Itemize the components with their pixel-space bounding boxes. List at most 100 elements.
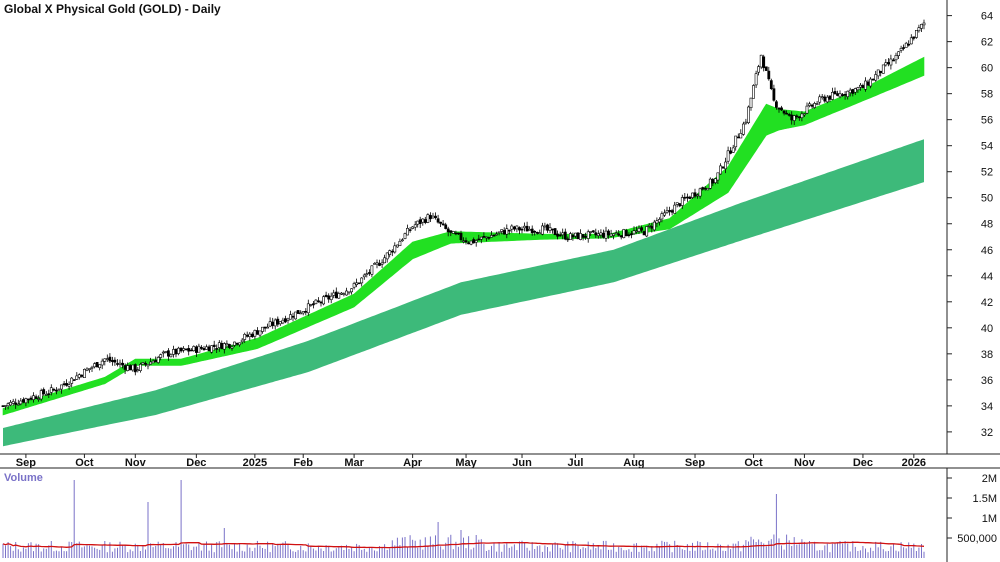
candle-body <box>337 293 341 299</box>
candle-body <box>222 343 226 350</box>
candle-body <box>497 231 501 234</box>
candle-body <box>795 115 799 118</box>
candle-body <box>388 250 392 255</box>
candle-body <box>334 291 338 299</box>
candle-body <box>220 342 224 350</box>
candle-body <box>505 228 509 235</box>
candle-body <box>530 228 534 234</box>
candle-body <box>228 343 231 348</box>
candle-body <box>512 226 516 230</box>
candle-body <box>77 374 81 378</box>
volume-title: Volume <box>4 472 43 484</box>
candle-body <box>439 221 443 224</box>
candle-body <box>273 319 277 327</box>
long-moving-average-band <box>3 139 924 447</box>
candle-body <box>436 218 440 223</box>
candle-body <box>650 226 654 229</box>
candle-body <box>769 80 773 89</box>
candle-body <box>88 368 91 370</box>
candle-body <box>14 402 18 405</box>
candle-body <box>378 263 381 266</box>
candle-body <box>502 230 506 235</box>
short-band-rising-segment <box>2 56 925 416</box>
candle-body <box>454 232 458 235</box>
candle-body <box>444 224 448 229</box>
candle-body <box>484 236 488 239</box>
candle-body <box>490 235 493 238</box>
candle-body <box>400 239 404 242</box>
candle-body <box>116 363 119 365</box>
candle-body <box>235 342 239 345</box>
candle-body <box>154 359 158 363</box>
candle-body <box>561 232 565 236</box>
candle-body <box>21 399 25 403</box>
candle-body <box>32 395 35 400</box>
candle-body <box>258 330 262 336</box>
candle-body <box>255 330 259 335</box>
candle-body <box>823 96 827 102</box>
candle-body <box>9 401 13 406</box>
candle-body <box>604 230 608 239</box>
candle-body <box>787 114 791 116</box>
candle-body <box>365 273 369 276</box>
candle-body <box>797 116 801 119</box>
candle-body <box>627 234 631 236</box>
candle-body <box>818 96 822 103</box>
candle-body <box>362 274 366 278</box>
candle-body <box>683 196 687 199</box>
chart-title: Global X Physical Gold (GOLD) - Daily <box>4 2 221 16</box>
candle-body <box>584 236 588 238</box>
candle-body <box>177 347 180 354</box>
date-tick-label: Dec <box>186 457 206 469</box>
candle-body <box>853 88 857 93</box>
candle-body <box>34 396 38 399</box>
date-tick-label: Dec <box>853 457 873 469</box>
candle-body <box>309 304 313 306</box>
candle-body <box>294 311 298 320</box>
candle-body <box>141 362 145 365</box>
candle-body <box>744 121 748 124</box>
candle-body <box>347 291 351 294</box>
candle-body <box>182 348 186 351</box>
candle-body <box>263 326 267 329</box>
candle-body <box>596 233 600 237</box>
candle-body <box>920 23 923 29</box>
candle-body <box>131 364 135 371</box>
candle-body <box>469 240 473 245</box>
candle-body <box>311 303 315 306</box>
candle-body <box>747 106 750 123</box>
candle-body <box>179 347 183 352</box>
candle-body <box>815 103 819 105</box>
candle-body <box>556 233 560 237</box>
candle-body <box>902 47 906 49</box>
candle-body <box>591 230 595 233</box>
candle-body <box>879 70 883 74</box>
candle-body <box>617 233 621 236</box>
candle-body <box>322 296 326 305</box>
long-band-area <box>3 139 924 447</box>
candle-body <box>739 133 743 139</box>
candle-body <box>289 314 292 320</box>
candle-body <box>416 220 420 225</box>
candle-body <box>716 172 720 181</box>
candle-body <box>820 96 824 98</box>
candle-body <box>856 87 860 91</box>
candle-body <box>624 230 628 237</box>
candle-body <box>105 358 109 360</box>
candle-body <box>708 178 712 189</box>
candle-body <box>111 360 114 362</box>
candle-body <box>698 188 702 197</box>
candle-body <box>44 394 48 396</box>
candle-body <box>205 346 208 350</box>
candle-body <box>80 374 84 377</box>
candle-body <box>100 360 104 366</box>
candle-body <box>449 230 453 233</box>
candle-body <box>434 215 437 219</box>
candle-body <box>149 361 153 365</box>
candle-body <box>327 295 331 300</box>
candle-body <box>184 348 188 351</box>
candle-body <box>75 375 79 380</box>
candle-body <box>800 113 804 119</box>
candle-body <box>838 93 842 98</box>
candle-body <box>230 346 234 349</box>
